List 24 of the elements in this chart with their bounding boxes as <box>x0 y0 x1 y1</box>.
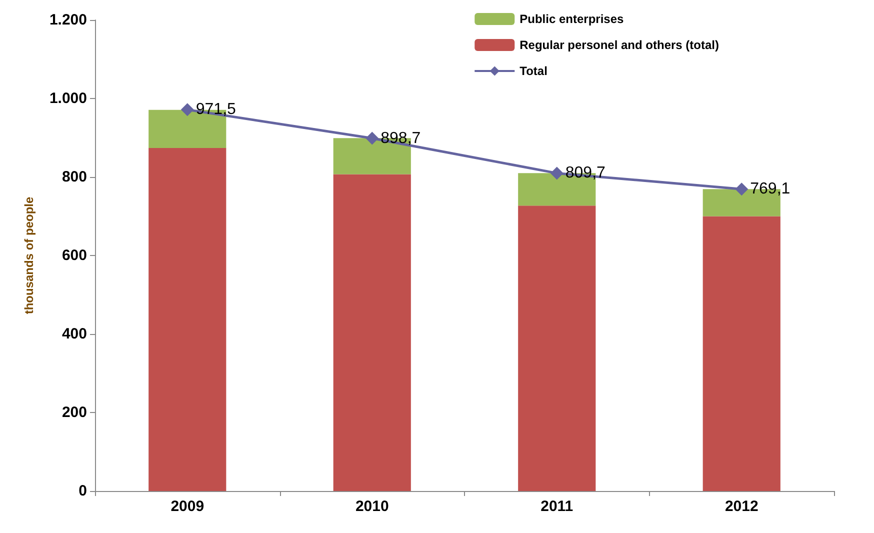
point <box>366 132 379 145</box>
y-axis-title: thousands of people <box>22 196 36 314</box>
y-tick-label: 1.000 <box>49 90 87 107</box>
x-tick-label: 2011 <box>540 498 574 515</box>
y-tick-label: 600 <box>62 247 87 264</box>
legend-label: Regular personel and others (total) <box>520 38 720 52</box>
point <box>550 166 564 180</box>
y-tick-label: 1.200 <box>49 12 87 28</box>
x-tick-label: 2009 <box>170 498 204 515</box>
bar <box>148 148 226 491</box>
x-tick-label: 2010 <box>355 498 389 515</box>
y-tick-label: 800 <box>62 168 87 186</box>
point <box>180 103 194 116</box>
y-tick-label: 400 <box>62 326 87 342</box>
legend-label: Total <box>520 64 548 78</box>
legend-label: Public enterprises <box>520 12 624 26</box>
bar <box>702 216 780 491</box>
bar <box>333 174 411 491</box>
data-label: 809,7 <box>565 164 606 182</box>
y-tick-label: 200 <box>62 404 87 421</box>
y-tick-label: 0 <box>78 482 87 500</box>
bar <box>518 206 596 491</box>
point <box>735 182 748 196</box>
x-tick-label: 2012 <box>724 498 758 515</box>
